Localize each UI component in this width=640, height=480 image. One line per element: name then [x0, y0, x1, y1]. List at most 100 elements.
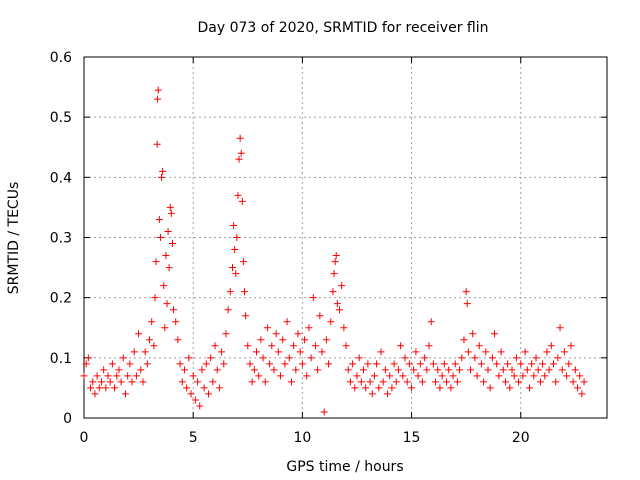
data-point — [351, 384, 359, 392]
data-point — [381, 366, 389, 374]
x-tick-label: 10 — [293, 430, 311, 446]
data-point — [151, 294, 159, 302]
data-point — [399, 372, 407, 380]
data-point — [355, 354, 363, 362]
data-point — [569, 378, 577, 386]
data-point — [405, 360, 413, 368]
data-point — [237, 149, 245, 157]
y-tick-label: 0.1 — [50, 351, 72, 367]
data-point — [160, 282, 168, 290]
data-point — [167, 209, 175, 217]
data-point — [432, 378, 440, 386]
data-point — [115, 366, 123, 374]
data-point — [488, 354, 496, 362]
data-point — [164, 227, 172, 235]
data-point — [392, 378, 400, 386]
data-point — [480, 378, 488, 386]
data-point — [187, 390, 195, 398]
data-point — [266, 360, 274, 368]
data-point — [332, 252, 340, 260]
data-point — [357, 378, 365, 386]
data-point — [340, 324, 348, 332]
data-point — [574, 384, 582, 392]
data-point — [464, 348, 472, 356]
data-point — [517, 360, 525, 368]
data-point — [314, 366, 322, 374]
data-point — [91, 390, 99, 398]
data-point — [523, 366, 531, 374]
data-point — [475, 342, 483, 350]
data-point — [189, 372, 197, 380]
data-point — [211, 342, 219, 350]
data-point — [320, 408, 328, 416]
data-point — [235, 155, 243, 163]
data-point — [154, 95, 162, 103]
data-point — [253, 348, 261, 356]
data-point — [121, 390, 129, 398]
data-point — [364, 360, 372, 368]
y-axis-label: SRMTID / TECUs — [6, 182, 22, 295]
y-tick-label: 0.5 — [50, 110, 72, 126]
data-point — [80, 372, 88, 380]
data-point — [530, 372, 538, 380]
data-point — [196, 402, 204, 410]
data-point — [534, 366, 542, 374]
data-point — [484, 366, 492, 374]
data-point — [220, 360, 228, 368]
data-point — [241, 288, 249, 296]
data-point — [539, 360, 547, 368]
data-point — [410, 366, 418, 374]
data-point — [471, 354, 479, 362]
data-point — [360, 366, 368, 374]
data-point — [421, 354, 429, 362]
data-point — [416, 360, 424, 368]
data-point — [93, 372, 101, 380]
data-point — [578, 390, 586, 398]
data-point — [362, 384, 370, 392]
data-point — [545, 366, 553, 374]
data-point — [150, 342, 158, 350]
data-point — [307, 354, 315, 362]
data-point — [370, 372, 378, 380]
data-point — [565, 360, 573, 368]
data-point — [113, 372, 121, 380]
data-point — [89, 378, 97, 386]
data-point — [233, 234, 241, 241]
data-point — [204, 390, 212, 398]
data-point — [423, 366, 431, 374]
data-point — [111, 384, 119, 392]
y-tick-label: 0.2 — [50, 291, 72, 307]
data-point — [567, 342, 575, 350]
data-point — [97, 378, 105, 386]
data-point — [541, 372, 549, 380]
data-point — [375, 384, 383, 392]
data-point — [401, 354, 409, 362]
data-point — [268, 342, 276, 350]
data-point — [298, 360, 306, 368]
data-point — [377, 348, 385, 356]
data-point — [384, 390, 392, 398]
data-point — [281, 360, 289, 368]
data-point — [126, 360, 134, 368]
data-point — [200, 384, 208, 392]
data-point — [331, 258, 339, 266]
data-point — [82, 360, 90, 368]
data-point — [153, 140, 161, 148]
data-point — [250, 366, 258, 374]
data-point — [449, 372, 457, 380]
data-point — [290, 342, 298, 350]
data-point — [436, 384, 444, 392]
data-point — [353, 372, 361, 380]
data-point — [571, 366, 579, 374]
data-point — [234, 191, 242, 199]
y-tick-label: 0.6 — [50, 50, 72, 66]
data-point — [301, 336, 309, 344]
data-point — [469, 330, 477, 338]
data-point — [108, 360, 116, 368]
data-point — [425, 342, 433, 350]
data-point — [408, 384, 416, 392]
data-point — [515, 378, 523, 386]
data-point — [162, 252, 170, 260]
data-point — [128, 378, 136, 386]
data-point — [218, 348, 226, 356]
